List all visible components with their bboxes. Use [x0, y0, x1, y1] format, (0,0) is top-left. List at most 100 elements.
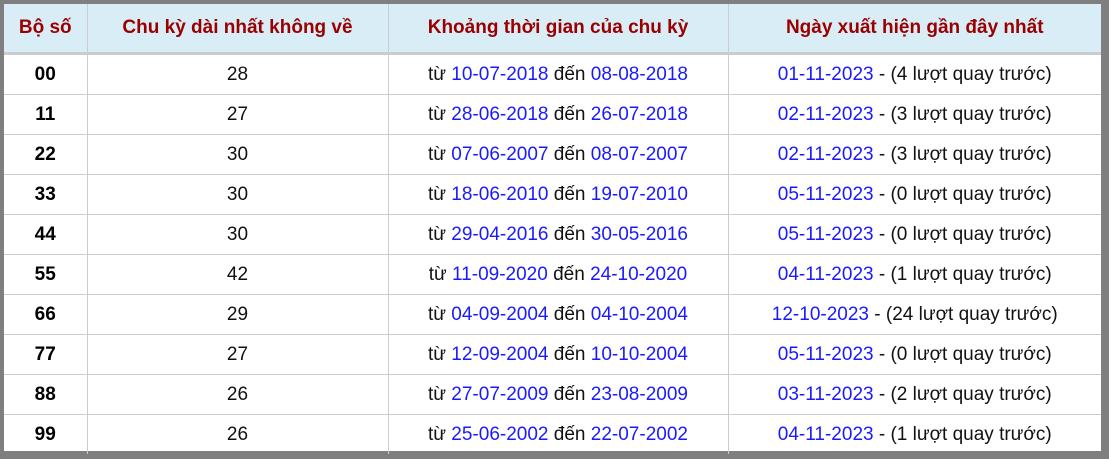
start-date-link[interactable]: 25-06-2002 [451, 423, 549, 445]
cycle-period: từ 25-06-2002 đến 22-07-2002 [388, 414, 729, 454]
end-date-link[interactable]: 24-10-2020 [590, 263, 688, 285]
cycle-length: 26 [87, 414, 389, 454]
pair-number: 00 [4, 53, 88, 95]
start-date-link[interactable]: 27-07-2009 [451, 383, 549, 405]
last-appearance: 05-11-2023 - (0 lượt quay trước) [728, 214, 1101, 255]
cycle-length: 42 [87, 254, 389, 295]
table-row: 66 29 từ 04-09-2004 đến 04-10-2004 12-10-20… [4, 294, 1101, 335]
header-pair: Bộ số [4, 4, 88, 55]
from-label: từ [428, 343, 447, 365]
last-date-link[interactable]: 02-11-2023 [777, 103, 874, 125]
last-appearance: 02-11-2023 - (3 lượt quay trước) [728, 134, 1101, 175]
last-date-link[interactable]: 05-11-2023 [777, 183, 874, 205]
cycle-length: 30 [87, 214, 389, 255]
to-label: đến [553, 63, 586, 85]
table-row: 11 27 từ 28-06-2018 đến 26-07-2018 02-11-20… [4, 94, 1101, 135]
table-row: 22 30 từ 07-06-2007 đến 08-07-2007 02-11-20… [4, 134, 1101, 175]
draws-ago: - (1 lượt quay trước) [873, 423, 1052, 445]
pair-number: 77 [4, 334, 88, 375]
last-date-link[interactable]: 05-11-2023 [777, 343, 874, 365]
last-appearance: 04-11-2023 - (1 lượt quay trước) [728, 415, 1101, 455]
pair-number: 22 [4, 134, 88, 175]
cycle-length: 28 [87, 53, 389, 95]
pair-number: 33 [4, 174, 88, 215]
pair-number: 44 [4, 214, 88, 255]
draws-ago: - (3 lượt quay trước) [873, 103, 1052, 125]
cycle-period: từ 18-06-2010 đến 19-07-2010 [388, 174, 729, 215]
to-label: đến [553, 383, 586, 405]
last-date-link[interactable]: 04-11-2023 [777, 423, 874, 445]
draws-ago: - (2 lượt quay trước) [873, 383, 1052, 405]
end-date-link[interactable]: 08-08-2018 [590, 63, 688, 85]
draws-ago: - (3 lượt quay trước) [873, 143, 1052, 165]
cycle-length: 26 [87, 374, 389, 415]
table-row: 44 30 từ 29-04-2016 đến 30-05-2016 05-11-20… [4, 214, 1101, 255]
cycle-period: từ 27-07-2009 đến 23-08-2009 [388, 374, 729, 415]
end-date-link[interactable]: 10-10-2004 [590, 343, 688, 365]
table-row: 88 26 từ 27-07-2009 đến 23-08-2009 03-11-20… [4, 374, 1101, 415]
table-row: 00 28 từ 10-07-2018 đến 08-08-2018 01-11-20… [4, 53, 1101, 95]
from-label: từ [428, 383, 447, 405]
to-label: đến [553, 263, 585, 285]
table-row: 33 30 từ 18-06-2010 đến 19-07-2010 05-11-20… [4, 174, 1101, 215]
last-appearance: 02-11-2023 - (3 lượt quay trước) [728, 94, 1101, 135]
pair-number: 55 [4, 254, 88, 295]
draws-ago: - (0 lượt quay trước) [873, 183, 1052, 205]
to-label: đến [553, 143, 586, 165]
pair-number: 99 [4, 414, 88, 454]
cycle-period: từ 28-06-2018 đến 26-07-2018 [388, 94, 729, 135]
from-label: từ [428, 183, 447, 205]
last-date-link[interactable]: 03-11-2023 [777, 383, 874, 405]
stats-table-container: Bộ số Chu kỳ dài nhất không về Khoảng th… [4, 4, 1101, 454]
draws-ago: - (1 lượt quay trước) [873, 263, 1052, 285]
end-date-link[interactable]: 04-10-2004 [590, 303, 688, 325]
start-date-link[interactable]: 07-06-2007 [451, 143, 549, 165]
last-appearance: 03-11-2023 - (2 lượt quay trước) [728, 374, 1101, 415]
start-date-link[interactable]: 29-04-2016 [451, 223, 549, 245]
start-date-link[interactable]: 18-06-2010 [451, 183, 549, 205]
header-cycle-period: Khoảng thời gian của chu kỳ [388, 4, 729, 55]
cycle-length: 30 [87, 134, 389, 175]
to-label: đến [553, 103, 586, 125]
last-date-link[interactable]: 05-11-2023 [777, 223, 874, 245]
cycle-period: từ 12-09-2004 đến 10-10-2004 [388, 334, 729, 375]
start-date-link[interactable]: 10-07-2018 [451, 63, 549, 85]
last-date-link[interactable]: 02-11-2023 [777, 143, 874, 165]
cycle-period: từ 04-09-2004 đến 04-10-2004 [388, 294, 729, 335]
draws-ago: - (4 lượt quay trước) [873, 63, 1052, 85]
last-appearance: 01-11-2023 - (4 lượt quay trước) [728, 53, 1101, 95]
cycle-length: 30 [87, 174, 389, 215]
from-label: từ [428, 423, 447, 445]
cycle-period: từ 07-06-2007 đến 08-07-2007 [388, 134, 729, 175]
cycle-period: từ 29-04-2016 đến 30-05-2016 [388, 214, 729, 255]
start-date-link[interactable]: 04-09-2004 [451, 303, 549, 325]
last-appearance: 05-11-2023 - (0 lượt quay trước) [728, 334, 1101, 375]
end-date-link[interactable]: 22-07-2002 [590, 423, 688, 445]
table-row: 77 27 từ 12-09-2004 đến 10-10-2004 05-11-20… [4, 334, 1101, 375]
from-label: từ [428, 103, 447, 125]
end-date-link[interactable]: 23-08-2009 [590, 383, 688, 405]
end-date-link[interactable]: 08-07-2007 [590, 143, 688, 165]
pair-number: 66 [4, 294, 88, 335]
last-appearance: 12-10-2023 - (24 lượt quay trước) [728, 294, 1101, 335]
to-label: đến [553, 183, 586, 205]
from-label: từ [428, 143, 447, 165]
start-date-link[interactable]: 11-09-2020 [452, 263, 548, 285]
last-date-link[interactable]: 12-10-2023 [771, 303, 869, 325]
last-appearance: 05-11-2023 - (0 lượt quay trước) [728, 174, 1101, 215]
end-date-link[interactable]: 19-07-2010 [590, 183, 688, 205]
from-label: từ [428, 63, 447, 85]
start-date-link[interactable]: 12-09-2004 [451, 343, 549, 365]
table-header-row: Bộ số Chu kỳ dài nhất không về Khoảng th… [4, 4, 1101, 55]
cycle-length: 27 [87, 94, 389, 135]
from-label: từ [428, 263, 447, 285]
from-label: từ [428, 303, 447, 325]
cycle-period: từ 11-09-2020 đến 24-10-2020 [388, 254, 729, 295]
start-date-link[interactable]: 28-06-2018 [451, 103, 549, 125]
last-date-link[interactable]: 01-11-2023 [777, 63, 874, 85]
end-date-link[interactable]: 26-07-2018 [590, 103, 688, 125]
pair-number: 11 [4, 94, 88, 135]
to-label: đến [553, 303, 586, 325]
end-date-link[interactable]: 30-05-2016 [590, 223, 688, 245]
last-date-link[interactable]: 04-11-2023 [777, 263, 874, 285]
